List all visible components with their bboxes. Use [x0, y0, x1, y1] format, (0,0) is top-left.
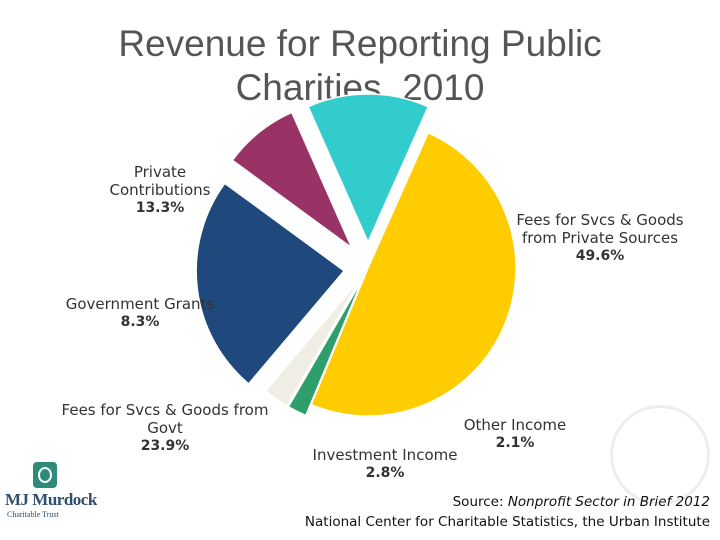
- label-fees-private-name2: from Private Sources: [521, 229, 679, 247]
- source-publication: Nonprofit Sector in Brief 2012: [507, 494, 710, 510]
- chart-title: Revenue for Reporting Public Charities, …: [60, 22, 660, 110]
- chart-title-line1: Revenue for Reporting Public: [118, 23, 602, 64]
- pie-slice-government-grants: [231, 111, 354, 251]
- murdock-logo-name: MJ Murdock: [5, 490, 97, 509]
- label-fees-private-pct: 49.6%: [575, 248, 625, 264]
- label-fees-private: Fees for Svcs & Goods from Private Sourc…: [500, 211, 700, 265]
- source-line2: National Center for Charitable Statistic…: [304, 514, 710, 530]
- label-investment-income-pct: 2.8%: [365, 465, 405, 481]
- label-government-grants-pct: 8.3%: [120, 314, 160, 330]
- pie-slice-fees-for-svcs-goods-from-private-sources: [310, 131, 517, 417]
- label-investment-income-name: Investment Income: [312, 446, 458, 464]
- source-line1: Source: Nonprofit Sector in Brief 2012: [305, 492, 710, 512]
- watermark-seal: [610, 405, 710, 505]
- label-investment-income: Investment Income 2.8%: [305, 446, 465, 482]
- label-other-income: Other Income 2.1%: [455, 416, 575, 452]
- label-government-grants: Government Grants 8.3%: [60, 295, 220, 331]
- label-fees-govt: Fees for Svcs & Goods from Govt 23.9%: [60, 401, 270, 455]
- label-other-income-pct: 2.1%: [495, 435, 535, 451]
- source-prefix: Source:: [452, 494, 508, 510]
- pie-slice-other-income: [287, 278, 364, 417]
- label-other-income-name: Other Income: [463, 416, 567, 434]
- label-fees-govt-name2: Govt: [147, 419, 183, 437]
- label-private-contributions-name1: Private: [133, 163, 187, 181]
- pie-slice-private-contributions: [307, 93, 430, 244]
- label-private-contributions: Private Contributions 13.3%: [90, 163, 230, 217]
- pie-slice-investment-income: [264, 277, 362, 407]
- label-fees-govt-pct: 23.9%: [140, 438, 190, 454]
- label-private-contributions-pct: 13.3%: [135, 200, 185, 216]
- label-government-grants-name: Government Grants: [65, 295, 215, 313]
- murdock-logo: MJ Murdock Charitable Trust: [5, 462, 125, 522]
- murdock-logo-mark-icon: [33, 462, 57, 488]
- pie-slice-fees-for-svcs-goods-from-govt: [195, 182, 346, 385]
- source-note: Source: Nonprofit Sector in Brief 2012 N…: [305, 492, 710, 532]
- murdock-logo-sub: Charitable Trust: [7, 510, 59, 519]
- label-private-contributions-name2: Contributions: [109, 181, 211, 199]
- label-fees-private-name1: Fees for Svcs & Goods: [516, 211, 684, 229]
- label-fees-govt-name1: Fees for Svcs & Goods from: [61, 401, 269, 419]
